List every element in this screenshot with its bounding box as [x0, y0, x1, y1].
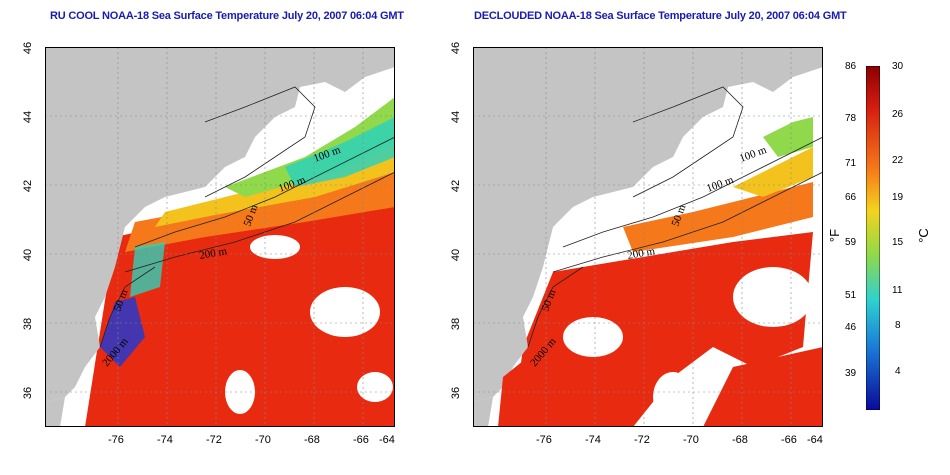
x-tick-label: -76	[108, 434, 124, 446]
colorbar-f-tick: 66	[845, 192, 857, 203]
y-tick-label: 36	[450, 386, 463, 400]
bathymetry-contour	[134, 136, 395, 248]
colorbar-c-tick: 30	[892, 61, 904, 72]
cloud-patch	[310, 287, 380, 337]
sst-hot-region	[513, 232, 813, 427]
x-tick-label: -64	[379, 434, 395, 446]
right-map-title: DECLOUDED NOAA-18 Sea Surface Temperatur…	[474, 10, 847, 22]
sst-hot-region-east	[703, 347, 823, 427]
y-tick-label: 46	[22, 41, 35, 55]
x-tick-label: -72	[206, 434, 222, 446]
cloud-patch	[563, 317, 623, 357]
x-tick-label: -74	[157, 434, 173, 446]
colorbar-f-tick: 71	[845, 158, 857, 169]
colorbar-f-tick: 51	[845, 290, 857, 301]
map-frame	[45, 47, 395, 427]
x-tick-label: -74	[585, 434, 601, 446]
cloud-patch	[653, 372, 693, 422]
map-frame	[473, 47, 823, 427]
y-tick-label: 38	[22, 317, 35, 331]
colorbar-celsius-unit: °C	[915, 228, 931, 243]
x-tick-label: -76	[536, 434, 552, 446]
y-tick-label: 36	[22, 386, 35, 400]
sst-cool-band	[225, 97, 395, 197]
left-map: 100 m 100 m 50 m 200 m 50 m 2000 m	[45, 47, 395, 427]
colorbar-f-tick: 46	[845, 322, 857, 333]
colorbar-f-tick: 59	[845, 237, 857, 248]
right-map: 100 m 100 m 50 m 200 m 50 m 2000 m	[473, 47, 823, 427]
colorbar-c-tick: 8	[895, 320, 901, 331]
graticule	[473, 47, 823, 427]
cloud-patch	[733, 267, 813, 327]
colorbar-f-tick: 78	[845, 113, 857, 124]
x-tick-label: -66	[353, 434, 369, 446]
colorbar-c-tick: 15	[892, 237, 904, 248]
land-mass	[473, 47, 823, 402]
graticule	[45, 47, 395, 427]
x-tick-label: -68	[304, 434, 320, 446]
colorbar-c-tick: 26	[892, 109, 904, 120]
cloud-patch	[357, 372, 393, 402]
cloud-patch	[250, 235, 300, 259]
colorbar-f-tick: 39	[845, 368, 857, 379]
land-mass-lower	[473, 397, 493, 427]
left-map-title: RU COOL NOAA-18 Sea Surface Temperature …	[50, 10, 404, 22]
x-tick-label: -70	[683, 434, 699, 446]
colorbar-c-tick: 19	[892, 192, 904, 203]
y-tick-label: 44	[450, 110, 463, 124]
x-tick-label: -66	[781, 434, 797, 446]
sst-cold-patch	[285, 117, 395, 187]
sst-mild-band	[155, 137, 395, 227]
y-tick-label: 42	[22, 179, 35, 193]
sst-warm-band	[623, 182, 813, 252]
sst-mild-band	[733, 147, 813, 197]
colorbar-gradient	[866, 66, 880, 410]
colorbar-c-tick: 4	[895, 366, 901, 377]
sst-cool-band	[763, 117, 813, 157]
colorbar-c-tick: 22	[892, 155, 904, 166]
colorbar-c-tick: 11	[892, 285, 903, 296]
x-tick-label: -70	[255, 434, 271, 446]
bathymetry-contour	[527, 266, 584, 348]
land-mass-lower	[45, 397, 65, 427]
bathymetry-contour	[99, 266, 156, 348]
bathymetry-contour	[562, 136, 823, 248]
x-tick-label: -64	[807, 434, 823, 446]
y-tick-label: 44	[22, 110, 35, 124]
y-tick-label: 40	[22, 248, 35, 262]
bathymetry-contour	[632, 86, 744, 198]
y-tick-label: 42	[450, 179, 463, 193]
y-tick-label: 40	[450, 248, 463, 262]
bathymetry-contour	[204, 86, 316, 198]
y-tick-label: 46	[450, 41, 463, 55]
colorbar-fahrenheit-unit: °F	[827, 228, 843, 243]
x-tick-label: -68	[732, 434, 748, 446]
x-tick-label: -72	[634, 434, 650, 446]
sst-coastal-strip	[498, 357, 533, 427]
contour-label: 200 m	[198, 245, 228, 262]
land-mass	[45, 47, 395, 402]
sst-cold-coastal	[130, 242, 165, 297]
y-tick-label: 38	[450, 317, 463, 331]
colorbar-f-tick: 86	[845, 61, 857, 72]
contour-label: 200 m	[626, 245, 656, 262]
colorbar	[866, 66, 880, 410]
